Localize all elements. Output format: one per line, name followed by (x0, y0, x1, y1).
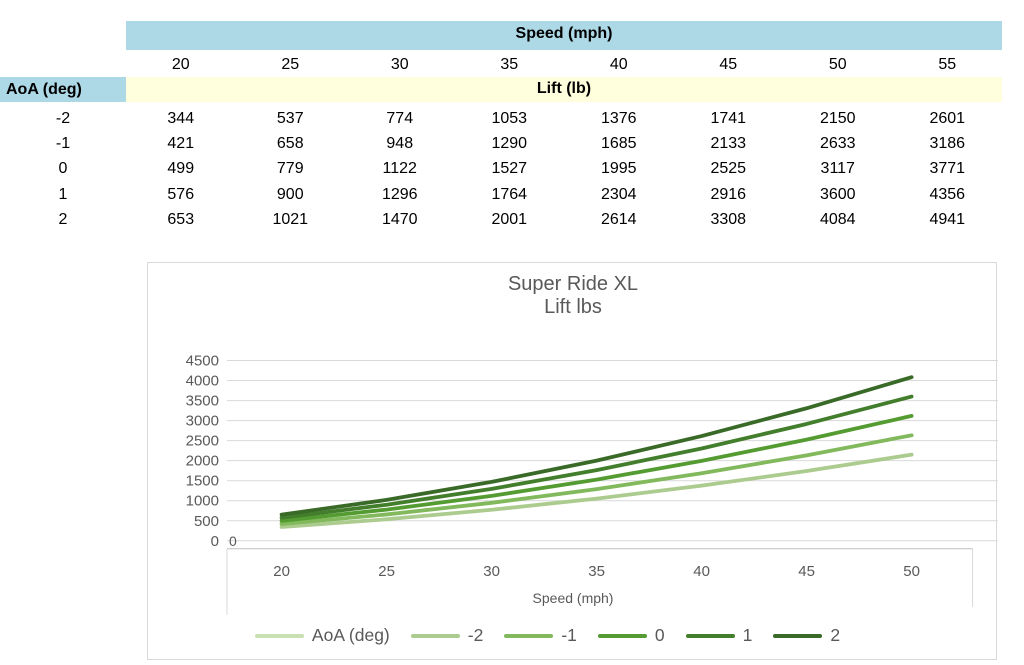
svg-text:4000: 4000 (186, 373, 219, 390)
svg-text:0: 0 (211, 533, 219, 550)
svg-text:20: 20 (273, 563, 290, 580)
svg-text:0: 0 (229, 533, 237, 549)
svg-text:40: 40 (693, 563, 710, 580)
svg-text:1000: 1000 (186, 493, 219, 510)
svg-text:4500: 4500 (186, 353, 219, 370)
svg-text:35: 35 (588, 563, 605, 580)
svg-text:2500: 2500 (186, 433, 219, 450)
svg-text:50: 50 (903, 563, 920, 580)
svg-text:500: 500 (194, 513, 219, 530)
svg-text:3500: 3500 (186, 393, 219, 410)
svg-text:1500: 1500 (186, 473, 219, 490)
svg-text:45: 45 (798, 563, 815, 580)
svg-text:30: 30 (483, 563, 500, 580)
svg-text:2000: 2000 (186, 453, 219, 470)
svg-text:3000: 3000 (186, 413, 219, 430)
svg-text:25: 25 (378, 563, 395, 580)
